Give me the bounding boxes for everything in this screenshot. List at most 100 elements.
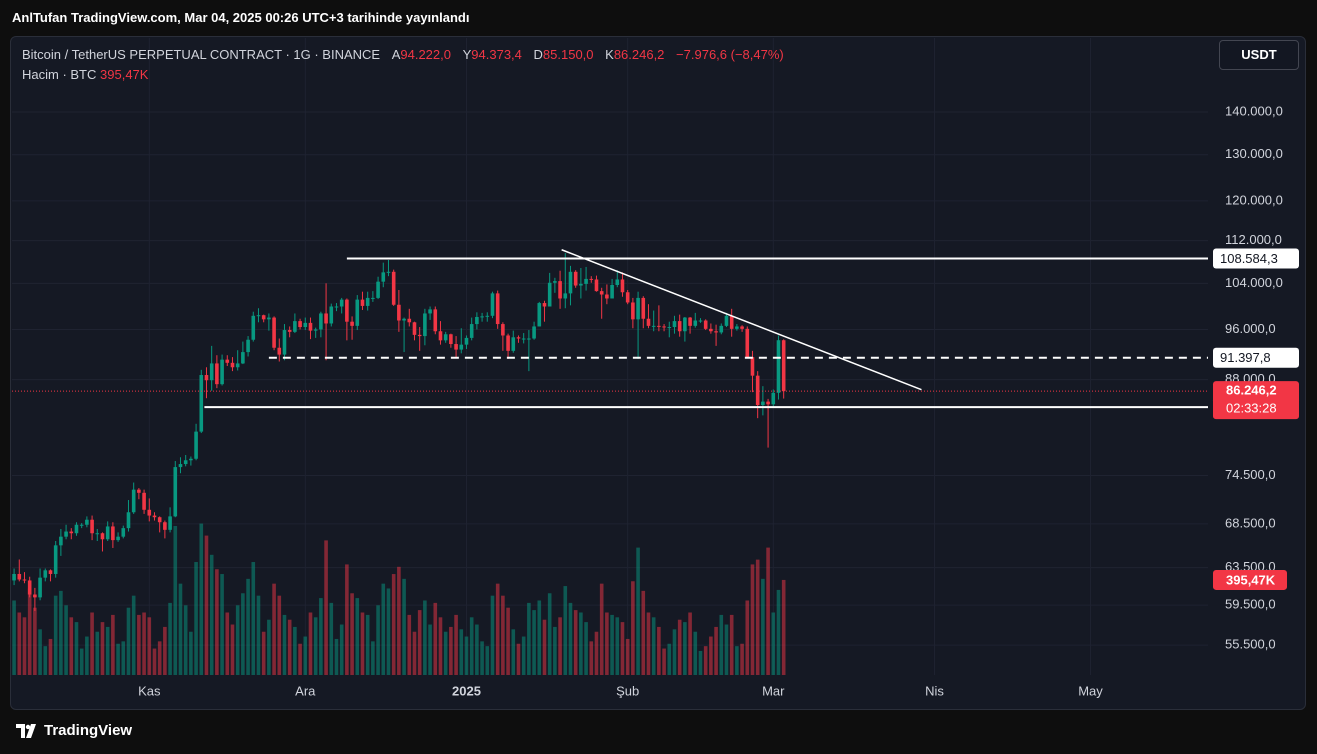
volume-bar xyxy=(641,590,646,675)
candle-body xyxy=(724,315,729,326)
volume-bar xyxy=(605,612,609,675)
volume-bar xyxy=(620,622,625,675)
candle-body xyxy=(157,517,162,523)
volume-bar xyxy=(199,523,204,675)
candle-body xyxy=(329,306,334,324)
volume-bar xyxy=(293,626,297,675)
volume-bar xyxy=(235,605,240,675)
candle-body xyxy=(599,291,604,295)
candle-body xyxy=(558,281,562,299)
candle-body xyxy=(651,325,656,327)
volume-bar xyxy=(610,614,614,675)
x-tick-label: Ara xyxy=(295,683,316,698)
candle-body xyxy=(241,352,245,364)
volume-bar xyxy=(480,641,484,675)
candle-body xyxy=(459,344,464,350)
y-tick-label: 68.500,0 xyxy=(1225,515,1276,530)
volume-bar xyxy=(438,617,443,675)
price-tag xyxy=(1213,248,1299,269)
volume-bar xyxy=(69,617,74,675)
volume-bar xyxy=(209,554,214,675)
volume-bar xyxy=(584,622,588,675)
candle-body xyxy=(605,294,609,299)
candle-body xyxy=(386,271,391,273)
candle-body xyxy=(360,299,365,306)
candle-body xyxy=(469,324,474,338)
volume-bar xyxy=(371,641,375,675)
candle-body xyxy=(761,401,765,406)
volume-bar xyxy=(761,578,765,675)
volume-bar xyxy=(303,636,308,675)
candle-body xyxy=(511,337,516,351)
volume-bar xyxy=(345,564,349,675)
volume-bar xyxy=(189,631,193,675)
volume-bar xyxy=(142,612,146,675)
candle-body xyxy=(282,330,287,355)
candle-body xyxy=(610,284,614,299)
currency-button[interactable]: USDT xyxy=(1219,40,1299,70)
candle-body xyxy=(480,316,484,318)
candle-body xyxy=(516,337,521,339)
trend-line xyxy=(561,249,922,391)
volume-bar xyxy=(22,617,27,675)
volume-bar xyxy=(126,607,131,675)
volume-bar xyxy=(355,598,360,675)
volume-bar xyxy=(339,624,344,675)
candle-body xyxy=(142,492,146,510)
candle-body xyxy=(376,281,380,298)
volume-bar xyxy=(79,648,84,675)
volume-bar xyxy=(334,638,339,675)
candle-body xyxy=(85,519,89,525)
candle-body xyxy=(199,375,204,432)
candle-body xyxy=(235,363,240,368)
volume-bar xyxy=(17,612,22,675)
candle-body xyxy=(683,317,687,332)
volume-bar xyxy=(516,643,521,675)
x-tick-label: Şub xyxy=(616,683,639,698)
candle-body xyxy=(391,271,396,305)
volume-bar xyxy=(568,602,573,675)
candle-body xyxy=(27,580,32,595)
last-price-label: 86.246,2 xyxy=(1226,383,1277,398)
y-tick-label: 140.000,0 xyxy=(1225,103,1283,118)
volume-bar xyxy=(755,559,760,675)
volume-bar xyxy=(693,631,698,675)
volume-bar xyxy=(449,626,453,675)
x-tick-label: Kas xyxy=(138,683,161,698)
volume-bar xyxy=(90,612,94,675)
volume-bar xyxy=(683,622,687,675)
volume-bar xyxy=(615,617,620,675)
candle-body xyxy=(183,460,188,465)
ohlc-value: 86.246,2 xyxy=(613,47,665,62)
candle-body xyxy=(709,328,713,332)
candle-body xyxy=(417,334,422,337)
volume-bar xyxy=(137,614,141,675)
candle-body xyxy=(256,315,261,317)
volume-bar xyxy=(563,586,568,675)
candle-body xyxy=(246,339,250,353)
volume-bar xyxy=(745,600,750,675)
x-tick-label: Nis xyxy=(925,683,944,698)
ohlc-value: 94.222,0 xyxy=(400,47,451,62)
candle-body xyxy=(771,392,776,405)
ohlc-key: A xyxy=(391,47,401,62)
volume-bar xyxy=(204,535,209,675)
volume-bar xyxy=(350,593,354,675)
candle-body xyxy=(69,531,74,534)
chart-header: Bitcoin / TetherUS PERPETUAL CONTRACT · … xyxy=(22,45,784,85)
candle-body xyxy=(105,526,110,540)
candle-body xyxy=(251,315,256,340)
volume-bar xyxy=(163,626,167,675)
candle-body xyxy=(303,322,308,328)
candle-body xyxy=(688,317,692,326)
countdown: 02:33:28 xyxy=(1226,401,1277,416)
volume-bar xyxy=(324,540,328,675)
candle-body xyxy=(189,458,193,461)
volume-bar xyxy=(740,643,744,675)
volume-bar xyxy=(152,648,157,675)
volume-bar xyxy=(59,590,63,675)
candle-body xyxy=(693,320,698,326)
volume-bar xyxy=(246,578,250,675)
volume-bar xyxy=(298,643,302,675)
candle-body xyxy=(324,313,328,324)
